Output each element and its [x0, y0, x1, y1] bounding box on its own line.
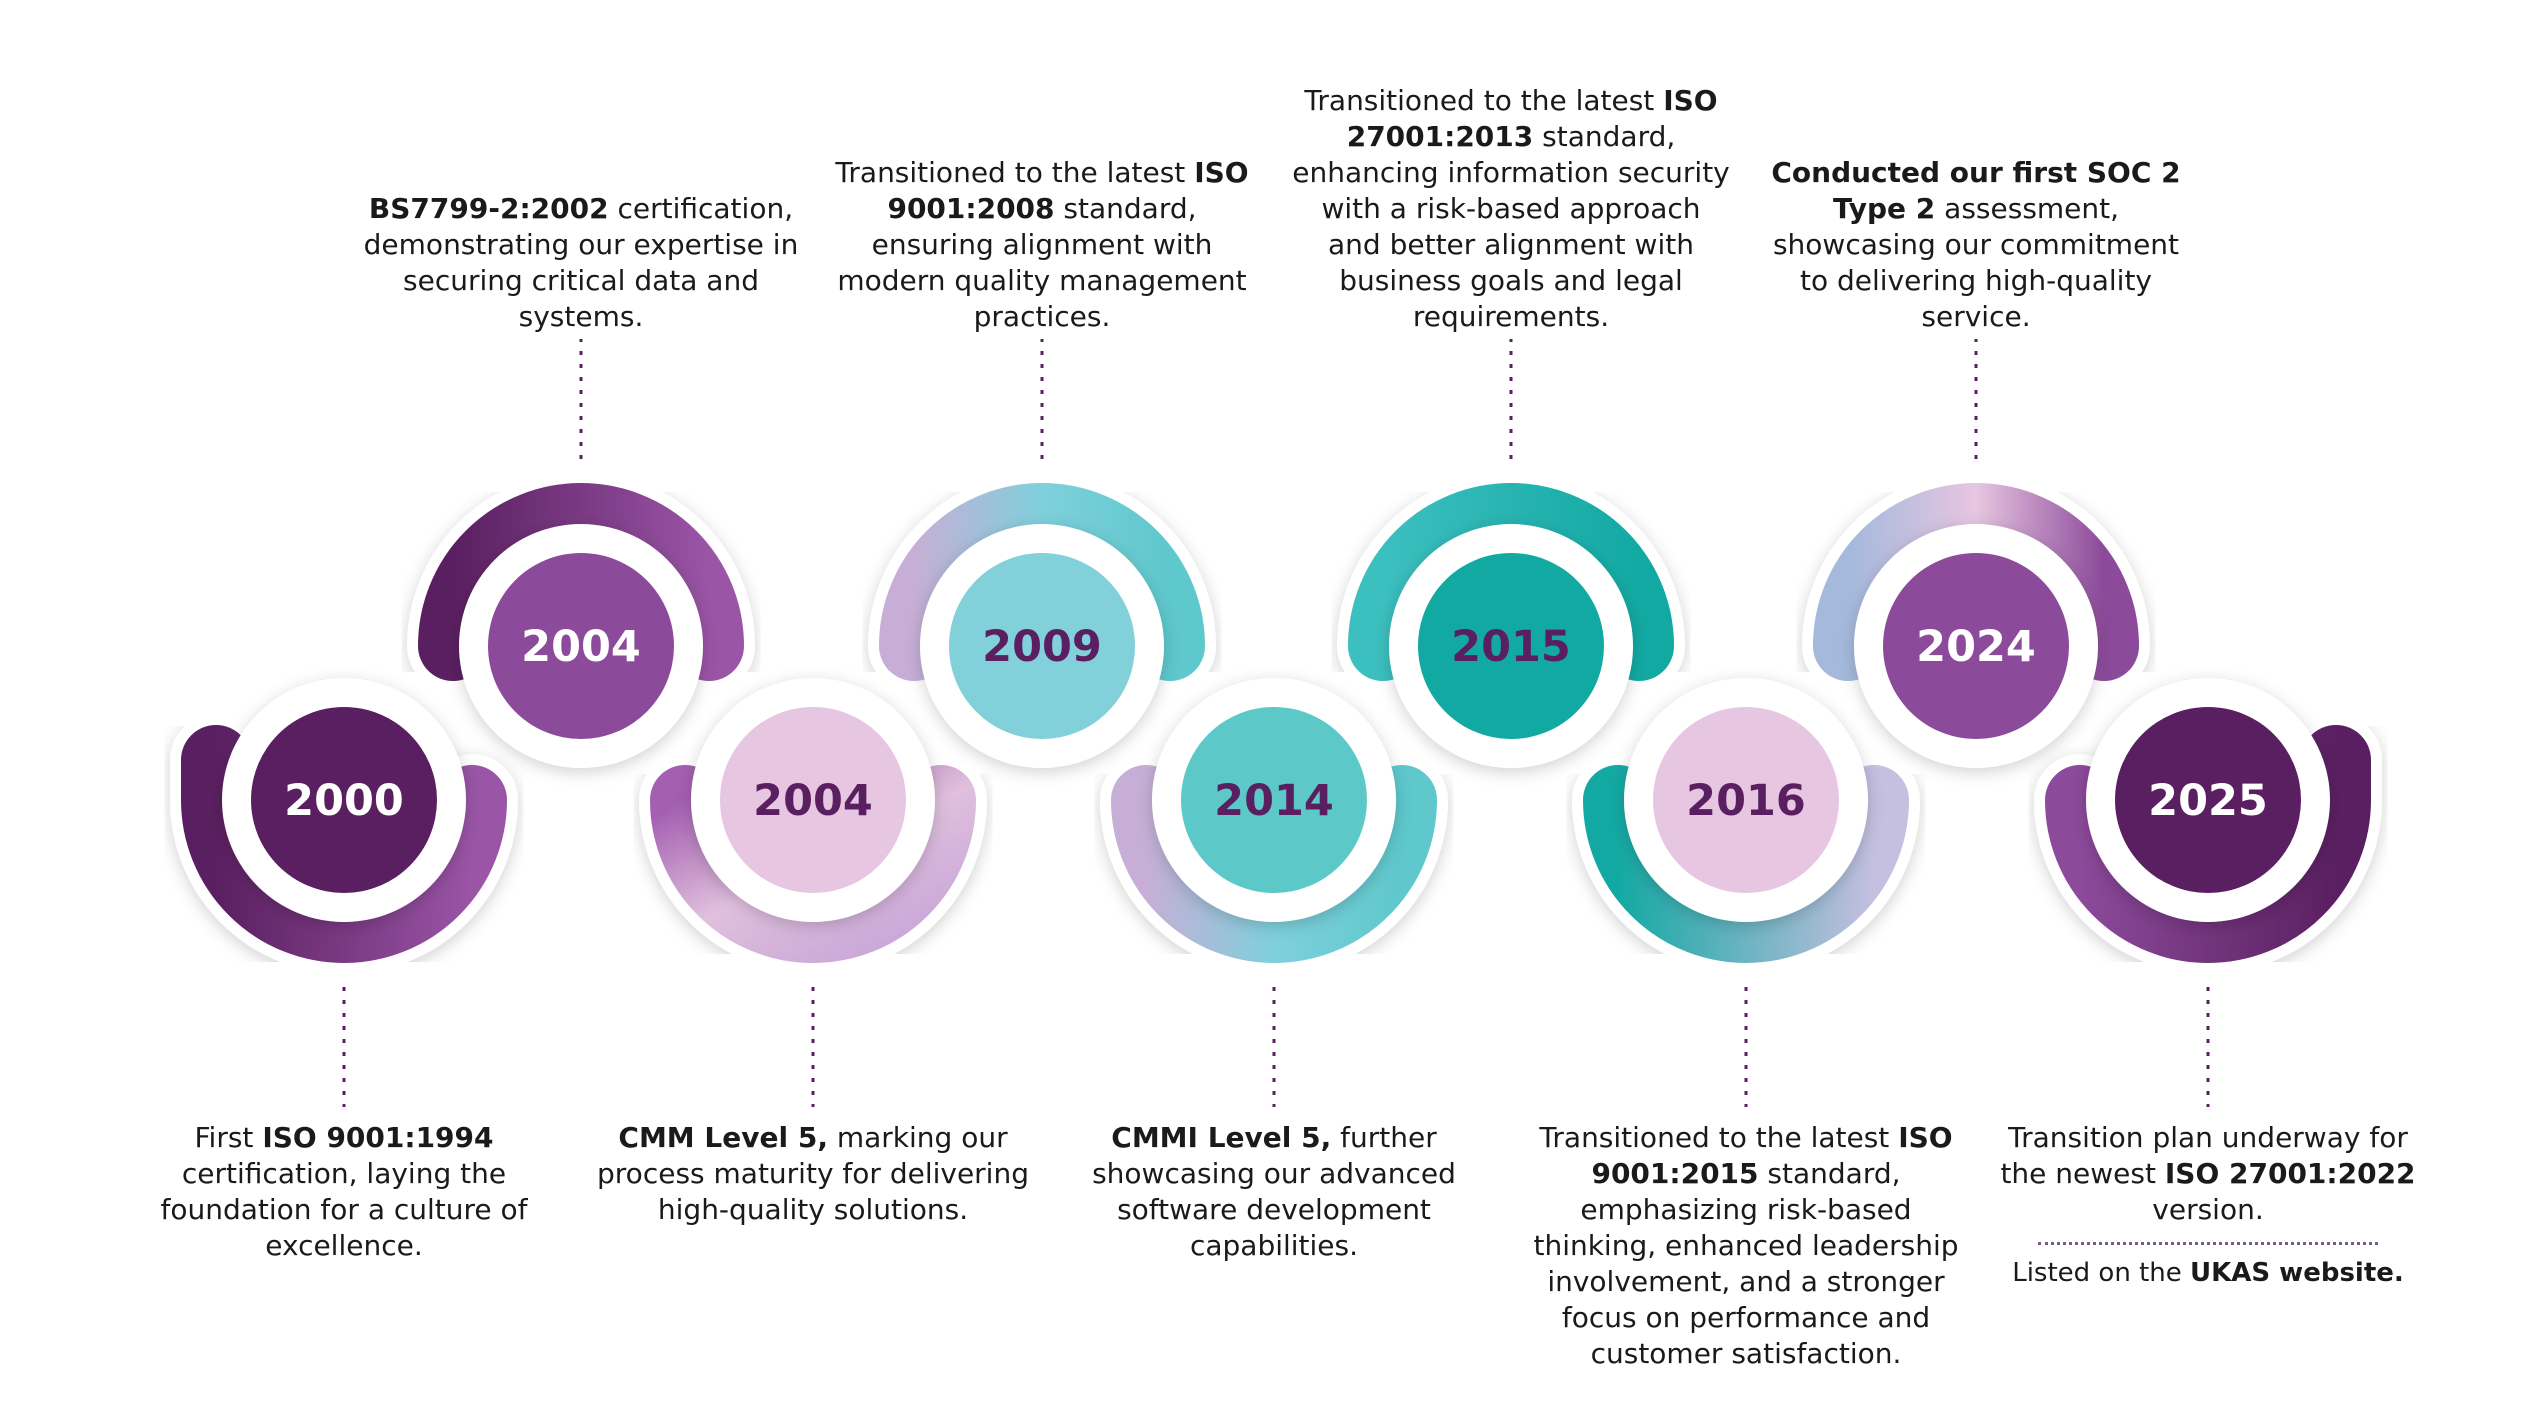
year-label: 2025	[2148, 776, 2268, 826]
year-node-2025: 2025	[2086, 678, 2330, 922]
ukas-link[interactable]: UKAS website.	[2190, 1258, 2404, 1288]
description-bold: ISO 9001:2015	[1591, 1121, 1953, 1190]
description-bold-lead: CMM Level 5,	[618, 1121, 828, 1154]
year-node-2016: 2016	[1624, 678, 1868, 922]
timeline-ribbon-segment	[1348, 483, 1674, 681]
description-bold-lead: BS7799-2:2002	[368, 192, 609, 225]
year-node-2014: 2014	[1152, 678, 1396, 922]
milestone-description-2024: Conducted our first SOC 2 Type 2 assessm…	[1756, 155, 2196, 335]
year-label: 2004	[521, 622, 641, 672]
year-label: 2015	[1451, 622, 1571, 672]
timeline-ribbon-segment	[879, 483, 1205, 681]
milestone-description-2016: Transitioned to the latest ISO 9001:2015…	[1526, 1120, 1966, 1372]
timeline-ribbon-segment	[1813, 483, 2139, 681]
description-lead: Transitioned to the latest	[835, 156, 1195, 189]
description-text: marking our process maturity for deliver…	[597, 1121, 1029, 1226]
description-bold: ISO 27001:2013	[1346, 84, 1718, 153]
timeline-ribbon-segment	[418, 483, 744, 681]
year-label: 2024	[1916, 622, 2036, 672]
timeline-ribbon-segment	[650, 765, 976, 963]
ukas-note-lead: Listed on the	[2012, 1258, 2191, 1288]
description-text: assessment, showcasing our commitment to…	[1772, 192, 2180, 333]
ukas-note[interactable]: Listed on the UKAS website.	[1988, 1255, 2428, 1291]
description-text: standard, ensuring alignment with modern…	[837, 192, 1247, 333]
timeline-ribbon-segment	[1111, 765, 1437, 963]
milestone-description-2015: Transitioned to the latest ISO 27001:201…	[1291, 83, 1731, 335]
year-label: 2014	[1214, 776, 1334, 826]
year-node-2009: 2009	[920, 524, 1164, 768]
milestone-description-2014: CMMI Level 5, further showcasing our adv…	[1054, 1120, 1494, 1264]
year-label: 2009	[982, 622, 1102, 672]
milestone-description-2004: BS7799-2:2002 certification, demonstrati…	[361, 191, 801, 335]
milestone-description-2000: First ISO 9001:1994 certification, layin…	[124, 1120, 564, 1264]
milestone-description-2025: Transition plan underway for the newest …	[1988, 1120, 2428, 1291]
timeline-ribbon-segment	[2045, 725, 2371, 963]
description-text: version.	[2152, 1193, 2264, 1226]
year-label: 2016	[1686, 776, 1806, 826]
description-lead: Transitioned to the latest	[1304, 84, 1664, 117]
description-lead: First	[194, 1121, 263, 1154]
description-text: standard, emphasizing risk-based thinkin…	[1533, 1157, 1959, 1370]
description-bold: ISO 9001:1994	[262, 1121, 494, 1154]
note-divider	[2038, 1242, 2378, 1245]
description-text: further showcasing our advanced software…	[1092, 1121, 1456, 1262]
description-lead: Transition plan underway for the newest	[2000, 1121, 2408, 1190]
description-lead: Transitioned to the latest	[1539, 1121, 1899, 1154]
description-bold: ISO 27001:2022	[2164, 1157, 2416, 1190]
description-text: standard, enhancing information security…	[1292, 120, 1730, 333]
milestone-description-2009: Transitioned to the latest ISO 9001:2008…	[822, 155, 1262, 335]
year-node-2015: 2015	[1389, 524, 1633, 768]
description-text: certification, laying the foundation for…	[160, 1157, 528, 1262]
description-bold: ISO 9001:2008	[887, 156, 1249, 225]
year-node-2004: 2004	[691, 678, 935, 922]
timeline-ribbon-segment	[1583, 765, 1909, 963]
year-label: 2004	[753, 776, 873, 826]
description-bold-lead: Conducted our first SOC 2 Type 2	[1771, 156, 2181, 225]
year-label: 2000	[284, 776, 404, 826]
description-text: certification, demonstrating our experti…	[363, 192, 799, 333]
description-bold-lead: CMMI Level 5,	[1111, 1121, 1332, 1154]
year-node-2000: 2000	[222, 678, 466, 922]
year-node-2024: 2024	[1854, 524, 2098, 768]
milestone-description-2004: CMM Level 5, marking our process maturit…	[593, 1120, 1033, 1228]
timeline-ribbon-segment	[181, 725, 507, 963]
year-node-2004: 2004	[459, 524, 703, 768]
